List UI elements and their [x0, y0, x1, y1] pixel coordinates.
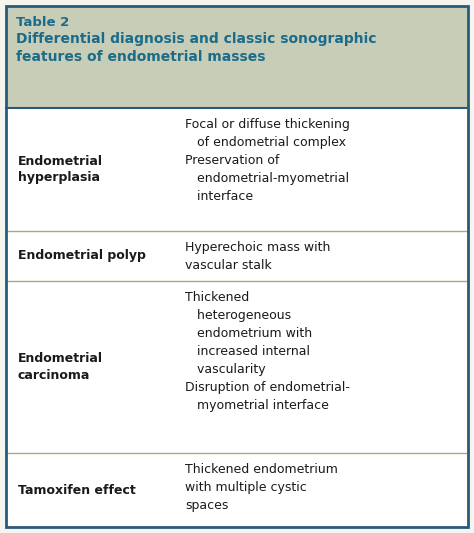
Text: Tamoxifen effect: Tamoxifen effect	[18, 483, 136, 497]
Text: Focal or diffuse thickening
   of endometrial complex
Preservation of
   endomet: Focal or diffuse thickening of endometri…	[185, 118, 350, 203]
Text: Endometrial
carcinoma: Endometrial carcinoma	[18, 352, 103, 382]
Text: Endometrial
hyperplasia: Endometrial hyperplasia	[18, 155, 103, 184]
Text: Hyperechoic mass with
vascular stalk: Hyperechoic mass with vascular stalk	[185, 241, 330, 272]
Text: Endometrial polyp: Endometrial polyp	[18, 249, 146, 262]
Text: Table 2: Table 2	[16, 16, 69, 29]
Text: Thickened endometrium
with multiple cystic
spaces: Thickened endometrium with multiple cyst…	[185, 463, 338, 512]
Text: Thickened
   heterogeneous
   endometrium with
   increased internal
   vascular: Thickened heterogeneous endometrium with…	[185, 290, 350, 411]
Bar	[6, 108, 468, 527]
Bar	[6, 6, 468, 108]
Text: Differential diagnosis and classic sonographic
features of endometrial masses: Differential diagnosis and classic sonog…	[16, 32, 376, 64]
